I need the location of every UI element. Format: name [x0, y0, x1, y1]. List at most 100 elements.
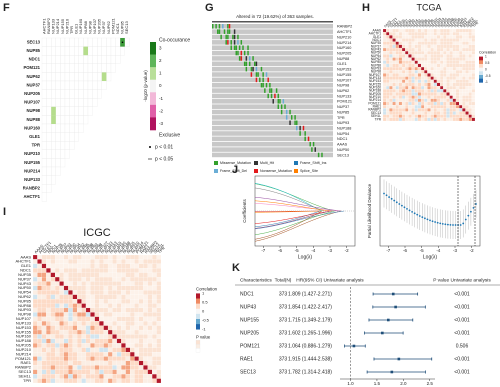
heatmap-cell [90, 338, 95, 344]
heatmap-cell [468, 32, 472, 36]
matrix-cell [41, 158, 47, 168]
heatmap-cell [50, 369, 56, 375]
heatmap-cell [46, 272, 51, 278]
deviance-point [426, 218, 429, 221]
alteration-cell [217, 29, 219, 34]
heatmap-cell [395, 82, 399, 87]
heatmap-cell [398, 54, 403, 58]
heatmap-cell [143, 321, 148, 326]
heatmap-cell [389, 114, 393, 118]
heatmap-cell [37, 316, 42, 322]
row-label: NUP214 [369, 98, 381, 102]
heatmap-cell [440, 47, 444, 52]
deviance-point [431, 220, 434, 223]
heatmap-cell [420, 63, 425, 68]
row-label: NUP37 [371, 44, 382, 48]
heatmap-cell [107, 321, 113, 326]
heatmap-cell [59, 316, 64, 322]
column-label: GLE1 [389, 20, 398, 29]
heatmap-cell [85, 276, 91, 282]
heatmap-cell [440, 108, 444, 112]
heatmap-cell [462, 28, 466, 33]
heatmap-cell [420, 101, 425, 106]
heatmap-cell [424, 60, 428, 64]
heatmap-cell [430, 66, 434, 71]
heatmap-cell [405, 108, 409, 112]
heatmap-cell [112, 307, 117, 313]
heatmap-cell [411, 66, 415, 71]
heatmap-cell [116, 263, 122, 269]
heatmap-cell [462, 44, 466, 49]
heatmap-cell [99, 378, 104, 384]
heatmap-cell [455, 79, 460, 84]
x-tick-label: -2 [345, 248, 349, 253]
legend-swatch [254, 161, 258, 165]
row-label: NUP85 [371, 60, 382, 64]
heatmap-cell [401, 44, 406, 49]
heatmap-cell [436, 51, 441, 55]
heatmap-cell [112, 378, 117, 384]
heatmap-cell [392, 89, 396, 93]
row-hr: 1.809 (1.427-2.271) [288, 291, 332, 297]
heatmap-cell [427, 73, 431, 77]
heatmap-cell [46, 360, 51, 366]
matrix-cell [120, 46, 125, 56]
heatmap-cell [63, 290, 69, 295]
heatmap-cell [465, 89, 469, 93]
label: P value [196, 334, 211, 339]
heatmap-cell [424, 101, 428, 106]
heatmap-cell [32, 294, 38, 300]
heatmap-cell [430, 38, 434, 42]
hr-point [391, 292, 395, 296]
heatmap-cell [420, 66, 425, 71]
heatmap-cell [138, 325, 144, 331]
matrix-cell [69, 37, 75, 47]
legend-swatch [479, 78, 483, 83]
heatmap-cell [77, 307, 82, 313]
heatmap-cell [401, 38, 406, 42]
heatmap-cell [121, 360, 126, 366]
matrix-cell [64, 37, 70, 47]
heatmap-cell [465, 35, 469, 39]
heatmap-cell [424, 70, 428, 74]
heatmap-cell [68, 259, 73, 264]
legend-swatch [150, 92, 156, 106]
matrix-cell [41, 123, 47, 133]
heatmap-cell [156, 338, 162, 344]
heatmap-cell [156, 360, 162, 366]
heatmap-cell [382, 92, 387, 96]
heatmap-cell [32, 360, 38, 366]
heatmap-cell [41, 299, 47, 304]
heatmap-cell [116, 360, 122, 366]
heatmap-cell [143, 356, 148, 362]
heatmap-cell [94, 281, 100, 286]
heatmap-cell [77, 334, 82, 339]
heatmap-cell [41, 329, 47, 335]
heatmap-cell [459, 98, 463, 103]
heatmap-cell [37, 338, 42, 344]
heatmap-cell [32, 272, 38, 278]
heatmap-cell [452, 41, 457, 45]
heatmap-cell [103, 316, 109, 322]
alteration-cell [237, 50, 239, 56]
alteration-cell [247, 50, 249, 56]
heatmap-cell [77, 360, 82, 366]
heatmap-cell [382, 35, 387, 39]
heatmap-cell [134, 276, 140, 282]
heatmap-cell [443, 108, 447, 112]
heatmap-cell [414, 79, 418, 84]
heatmap-cell [398, 98, 403, 103]
heatmap-cell [398, 101, 403, 106]
heatmap-cell [147, 325, 153, 331]
heatmap-cell [465, 79, 469, 84]
heatmap-cell [430, 70, 434, 74]
heatmap-cell [392, 92, 396, 96]
heatmap-cell [59, 334, 64, 339]
heatmap-cell [443, 79, 447, 84]
heatmap-cell [134, 369, 140, 375]
heatmap-cell [398, 28, 403, 33]
heatmap-cell [468, 111, 472, 115]
heatmap-cell [382, 47, 387, 52]
matrix-cell [55, 132, 61, 142]
heatmap-cell [143, 276, 148, 282]
